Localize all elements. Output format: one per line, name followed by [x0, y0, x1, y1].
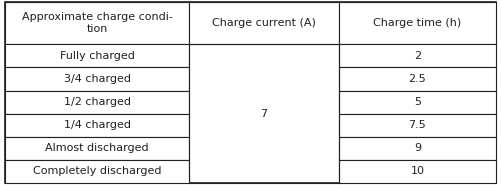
- Bar: [339, 2, 496, 44]
- Text: Charge current (A): Charge current (A): [212, 18, 316, 28]
- Bar: [5, 137, 189, 160]
- Text: 10: 10: [410, 166, 424, 176]
- Text: 1/2 charged: 1/2 charged: [64, 97, 131, 107]
- Bar: [339, 137, 496, 160]
- Bar: [5, 68, 189, 90]
- Text: 7.5: 7.5: [408, 120, 426, 130]
- Text: 2: 2: [414, 51, 421, 61]
- Text: 2.5: 2.5: [408, 74, 426, 84]
- Text: Almost discharged: Almost discharged: [45, 143, 149, 153]
- Text: 9: 9: [414, 143, 421, 153]
- Bar: [339, 68, 496, 90]
- Bar: [339, 114, 496, 137]
- Text: 3/4 charged: 3/4 charged: [64, 74, 131, 84]
- Bar: [189, 2, 339, 44]
- Text: 5: 5: [414, 97, 421, 107]
- Bar: [5, 160, 189, 183]
- Bar: [5, 44, 189, 68]
- Bar: [339, 90, 496, 114]
- Bar: [5, 114, 189, 137]
- Text: Charge time (h): Charge time (h): [373, 18, 461, 28]
- Bar: [339, 44, 496, 68]
- Bar: [5, 90, 189, 114]
- Bar: [339, 160, 496, 183]
- Text: Fully charged: Fully charged: [60, 51, 134, 61]
- Bar: [5, 2, 189, 44]
- Text: 1/4 charged: 1/4 charged: [64, 120, 131, 130]
- Text: Approximate charge condi-
tion: Approximate charge condi- tion: [22, 12, 172, 34]
- Text: 7: 7: [261, 109, 268, 119]
- Text: Completely discharged: Completely discharged: [33, 166, 161, 176]
